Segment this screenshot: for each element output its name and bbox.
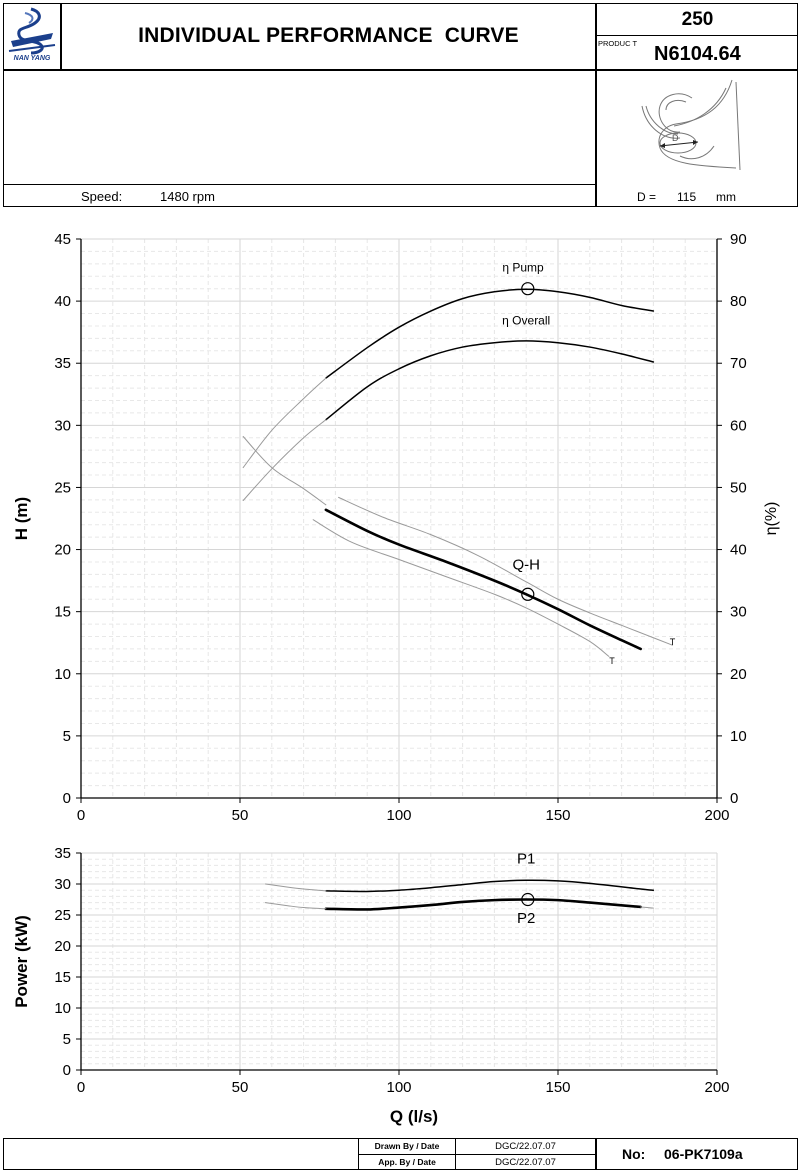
page-title: INDIVIDUAL PERFORMANCE CURVE xyxy=(138,24,519,47)
curve-annotation: T xyxy=(609,656,615,666)
series-tolerance-curve-line xyxy=(338,496,673,646)
y-tick-label: 15 xyxy=(54,604,71,621)
curve-annotation: η Overall xyxy=(502,314,550,328)
product-code: N6104.64 xyxy=(654,43,741,65)
y-axis-title: H (m) xyxy=(12,497,31,540)
document-number-label: No: xyxy=(622,1146,646,1162)
series-pump-line xyxy=(325,288,655,379)
y-tick-label: 15 xyxy=(54,969,71,986)
footer-frame xyxy=(3,1138,798,1170)
speed-row-divider xyxy=(3,184,596,185)
drawn-by-label: Drawn By / Date xyxy=(374,1141,440,1151)
y-tick-label: 45 xyxy=(54,231,71,248)
logo-divider xyxy=(60,3,62,70)
series-tolerance-curve-line xyxy=(242,419,327,501)
y2-tick-label: 90 xyxy=(730,231,747,248)
curve-annotation: P2 xyxy=(517,910,535,927)
series-p1-line xyxy=(325,879,655,893)
model-divider xyxy=(595,35,798,36)
y-tick-label: 20 xyxy=(54,938,71,955)
y-tick-label: 5 xyxy=(63,728,71,745)
curve-annotation: Q-H xyxy=(512,556,540,573)
y-tick-label: 10 xyxy=(54,1000,71,1017)
y-tick-label: 0 xyxy=(63,790,71,807)
x-tick-label: 200 xyxy=(704,1079,729,1096)
y-tick-label: 25 xyxy=(54,479,71,496)
y-tick-label: 25 xyxy=(54,907,71,924)
y2-tick-label: 20 xyxy=(730,666,747,683)
x-tick-label: 0 xyxy=(77,807,85,824)
y2-axis-title: η(%) xyxy=(763,502,780,536)
y-tick-label: 0 xyxy=(63,1062,71,1079)
diameter-value: 115 xyxy=(677,190,697,204)
y-tick-label: 30 xyxy=(54,417,71,434)
y-tick-label: 10 xyxy=(54,666,71,683)
y2-tick-label: 80 xyxy=(730,293,747,310)
x-tick-label: 150 xyxy=(545,1079,570,1096)
document-number: 06-PK7109a xyxy=(664,1146,743,1162)
impeller-icon xyxy=(641,79,741,171)
x-tick-label: 100 xyxy=(386,807,411,824)
diameter-unit: mm xyxy=(716,190,736,204)
header-frame xyxy=(3,3,798,207)
y2-tick-label: 50 xyxy=(730,479,747,496)
curve-annotation: T xyxy=(670,637,676,647)
x-tick-label: 50 xyxy=(232,807,249,824)
duty-point-marker xyxy=(521,282,535,296)
speed-value: 1480 rpm xyxy=(160,189,215,204)
x-tick-label: 200 xyxy=(704,807,729,824)
approved-by-value: DGC/22.07.07 xyxy=(495,1157,556,1168)
right-column-divider xyxy=(595,3,597,207)
curve-annotation: η Pump xyxy=(502,260,544,274)
product-label: PRODUC T xyxy=(598,39,638,48)
series-tolerance-curve-line xyxy=(312,519,610,657)
y-tick-label: 35 xyxy=(54,355,71,372)
footer-row-divider xyxy=(358,1154,596,1155)
duty-point-marker xyxy=(521,892,535,907)
y2-tick-label: 70 xyxy=(730,355,747,372)
y-tick-label: 35 xyxy=(54,845,71,862)
model-number: 250 xyxy=(681,9,714,30)
y2-tick-label: 30 xyxy=(730,604,747,621)
series-tolerance-curve-line xyxy=(640,906,654,909)
y-tick-label: 30 xyxy=(54,876,71,893)
y2-tick-label: 40 xyxy=(730,542,747,559)
x-tick-label: 50 xyxy=(232,1079,249,1096)
series-tolerance-curve-line xyxy=(242,377,327,469)
y-tick-label: 5 xyxy=(63,1031,71,1048)
series-overall-line xyxy=(325,340,655,421)
y-tick-label: 40 xyxy=(54,293,71,310)
series-q-h-line xyxy=(324,508,642,651)
x-tick-label: 100 xyxy=(386,1079,411,1096)
y2-tick-label: 60 xyxy=(730,417,747,434)
x-axis-title: Q (l/s) xyxy=(390,1107,438,1126)
series-tolerance-curve-line xyxy=(242,436,327,506)
header-row-divider xyxy=(3,69,798,71)
logo-text: NAN YANG xyxy=(13,55,51,62)
company-logo xyxy=(5,5,59,68)
impeller-d-label: D xyxy=(672,133,679,143)
drawn-by-value: DGC/22.07.07 xyxy=(495,1141,556,1152)
diameter-label: D = xyxy=(637,190,657,204)
y-tick-label: 20 xyxy=(54,542,71,559)
y2-tick-label: 0 xyxy=(730,790,738,807)
speed-label: Speed: xyxy=(81,189,123,204)
logo-mark-icon xyxy=(8,7,56,55)
x-tick-label: 150 xyxy=(545,807,570,824)
y-axis-title: Power (kW) xyxy=(12,915,31,1008)
y2-tick-label: 10 xyxy=(730,728,747,745)
series-tolerance-curve-line xyxy=(264,883,327,892)
approved-by-label: App. By / Date xyxy=(378,1157,436,1167)
series-p2-line xyxy=(324,898,642,911)
impeller-drawing xyxy=(636,76,748,178)
series-tolerance-curve-line xyxy=(264,902,327,910)
curve-annotation: P1 xyxy=(517,851,535,868)
duty-point-marker xyxy=(521,587,535,601)
x-tick-label: 0 xyxy=(77,1079,85,1096)
